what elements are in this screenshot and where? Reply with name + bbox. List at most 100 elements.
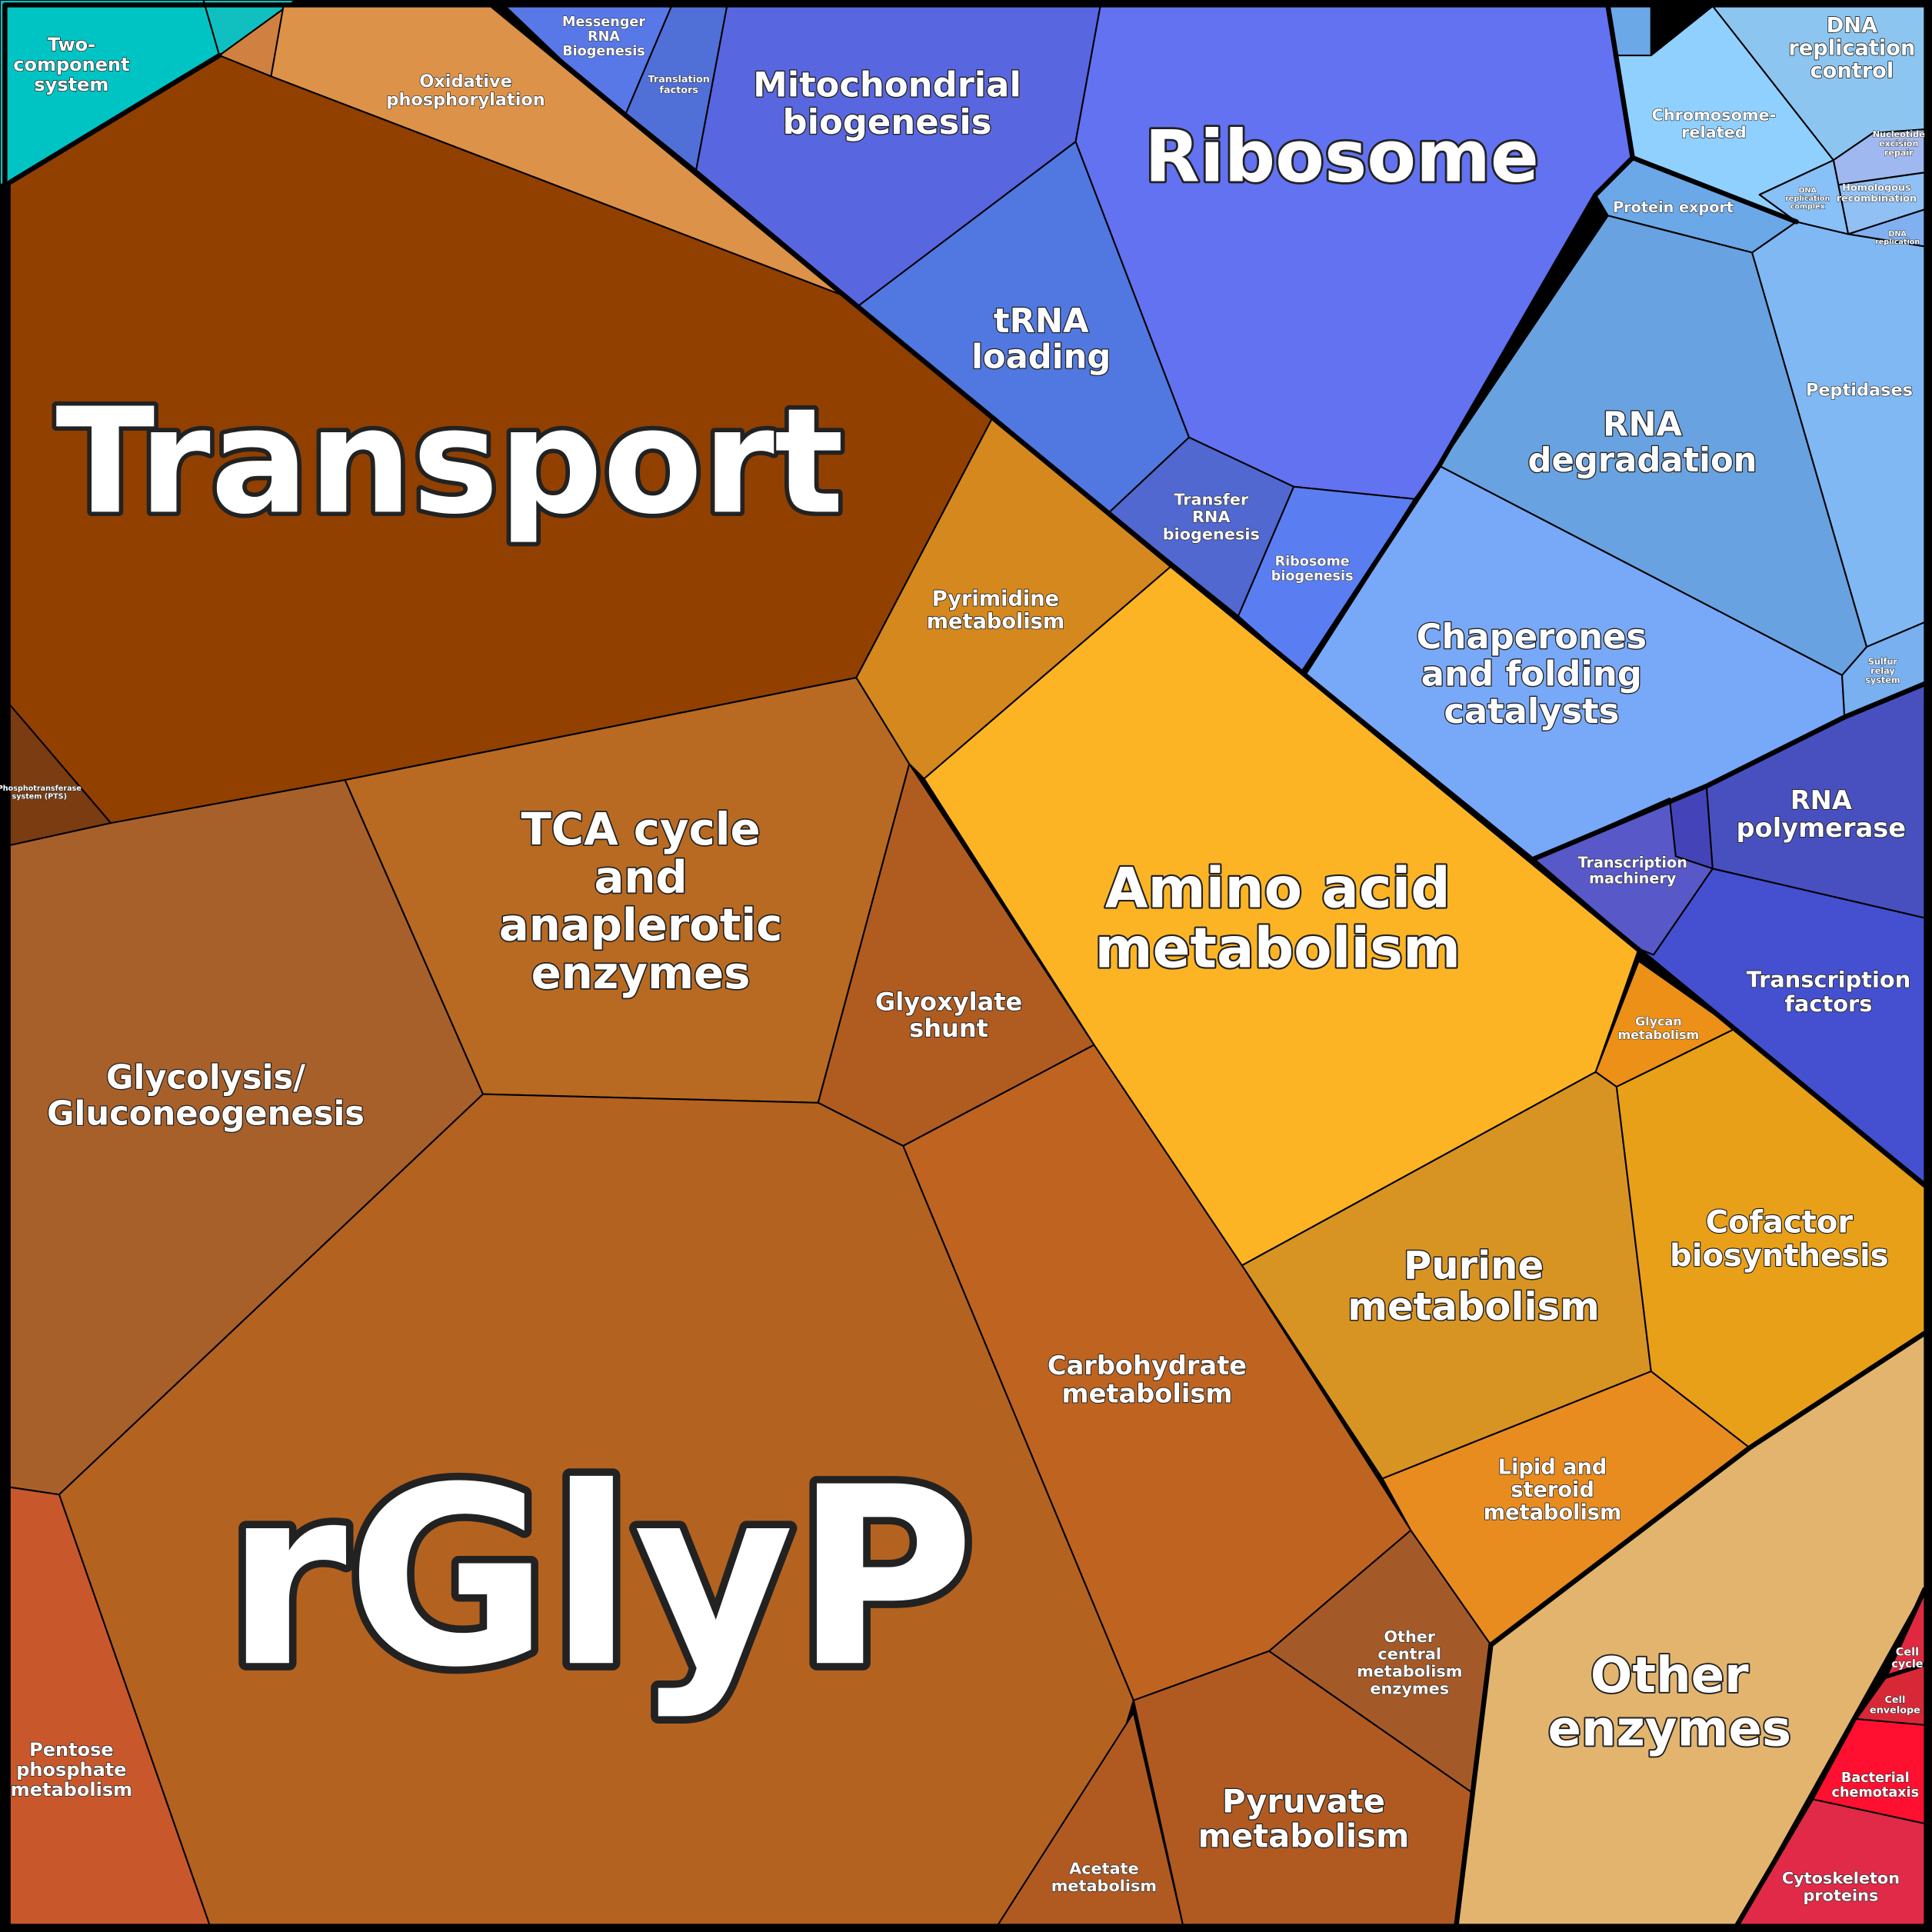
cell-label: cycle: [1891, 1658, 1923, 1671]
cell-label: metabolism: [11, 1779, 132, 1800]
cell-label: RNA: [1790, 785, 1852, 815]
cell-label: steroid: [1511, 1478, 1594, 1502]
cell-label: system (PTS): [12, 792, 67, 801]
cell-label: Carbohydrate: [1048, 1351, 1247, 1381]
cell-label: Pyrimidine: [932, 587, 1059, 611]
cluster-border: [1531, 681, 1927, 861]
cluster-border: [490, 3, 1927, 1188]
cell-label: Glycolysis/: [106, 1059, 305, 1098]
cell-label: anaplerotic: [499, 899, 783, 951]
cell-label: tRNA: [994, 302, 1089, 341]
cell-label: Ribosome: [1275, 555, 1350, 570]
cell-label: Peptidases: [1806, 380, 1913, 400]
cell-label: Two-: [48, 34, 95, 55]
cell-label: Ribosome: [1144, 115, 1539, 198]
cell-label: Cofactor: [1706, 1205, 1854, 1241]
cell-label: Transcription: [1747, 967, 1911, 993]
cluster-border: [1301, 3, 1635, 675]
cell-label: Glycan: [1635, 1014, 1682, 1029]
cell-label: repair: [1884, 148, 1914, 158]
cell-label: Gluconeogenesis: [47, 1094, 365, 1133]
cell-label: biogenesis: [1271, 569, 1354, 585]
cell-label: enzymes: [531, 947, 751, 999]
cell-label: chemotaxis: [1832, 1785, 1920, 1800]
cell-label: machinery: [1589, 870, 1677, 888]
cell-label: system: [1865, 675, 1900, 685]
cluster-border: [1630, 155, 1799, 225]
cell-label: factors: [659, 85, 698, 96]
cell-label: Transcription: [1577, 854, 1687, 871]
cell-label: degradation: [1528, 441, 1757, 480]
cell-label: DNA: [1827, 14, 1877, 38]
cell-label: Chromosome-: [1652, 106, 1777, 125]
cell-label: replication: [1788, 37, 1915, 61]
cell-label: metabolism: [1347, 1284, 1600, 1329]
cluster-border: [1454, 1331, 1927, 1927]
cell-label: replication: [1785, 195, 1830, 203]
cell-label: complex: [1790, 202, 1826, 211]
cell-label: Cell: [1896, 1647, 1919, 1659]
cell-label: RNA: [1192, 508, 1231, 526]
cell-label: DNA: [1888, 230, 1907, 238]
cluster-border: [7, 52, 222, 185]
cell-label: Pentose: [29, 1739, 114, 1760]
cell-label: Oxidative: [419, 72, 512, 92]
cell-label: proteins: [1804, 1887, 1879, 1905]
cell-label: RNA: [588, 29, 620, 45]
cell-label: Chaperones: [1417, 616, 1647, 657]
cell-label: Nucleotide: [1873, 129, 1925, 139]
cell-label: Amino acid: [1105, 856, 1451, 921]
cell-label: metabolism: [1357, 1662, 1462, 1681]
cell-label: excision: [1879, 138, 1919, 148]
cell-label: Transfer: [1174, 490, 1249, 508]
cell-label: Biogenesis: [562, 44, 645, 59]
cell-label: metabolism: [1198, 1817, 1410, 1854]
cell-label: Translation: [648, 74, 710, 85]
cell-label: Bacterial: [1841, 1770, 1910, 1786]
cell-label: phosphate: [16, 1759, 126, 1780]
cell-label: related: [1681, 123, 1747, 142]
cell-label: replication: [1875, 238, 1920, 246]
cell-label: polymerase: [1737, 813, 1907, 843]
cell-label: Other: [1384, 1627, 1436, 1646]
cell-label: biogenesis: [783, 102, 992, 142]
cell-label: biogenesis: [1163, 525, 1260, 543]
cell-label: Phosphotransferase: [0, 784, 82, 793]
cell-label: system: [34, 74, 108, 95]
cell-label: recombination: [1837, 193, 1917, 205]
cell-label: Sulfur: [1868, 657, 1898, 667]
cell-label: envelope: [1870, 1705, 1920, 1717]
cell-label: relay: [1870, 666, 1895, 676]
cell-label: TCA cycle: [521, 803, 760, 855]
cell-label: metabolism: [1095, 916, 1461, 981]
cell-label: phosphorylation: [386, 90, 545, 110]
cell-label: metabolism: [1618, 1028, 1700, 1042]
cell-label: Other: [1591, 1647, 1749, 1704]
cell-label: Messenger: [562, 15, 645, 30]
cell-label: enzymes: [1548, 1700, 1792, 1757]
cell-label: Mitochondrial: [753, 65, 1021, 105]
cell-label: metabolism: [927, 610, 1065, 634]
cell-label: Transport: [55, 377, 844, 546]
cell-label: Glyoxylate: [875, 987, 1022, 1016]
cell-label: Protein export: [1613, 198, 1734, 216]
cell-label: catalysts: [1444, 691, 1619, 731]
cell-label: metabolism: [1062, 1379, 1233, 1409]
cell-label: Cytoskeleton: [1782, 1869, 1900, 1887]
cell-label: Acetate: [1069, 1859, 1139, 1877]
cell-label: and folding: [1421, 654, 1642, 695]
cell-label: enzymes: [1370, 1679, 1449, 1697]
cell-label: loading: [971, 338, 1111, 377]
cell-label: component: [13, 54, 129, 75]
cell-label: Purine: [1404, 1243, 1544, 1287]
cell-label: metabolism: [1051, 1877, 1157, 1895]
cell-label: Homologous: [1842, 182, 1911, 194]
cell-label: RNA: [1603, 405, 1682, 444]
cluster-border: [1734, 1587, 1927, 1927]
cell-label: rGlyP: [225, 1434, 975, 1721]
cell-label: factors: [1784, 991, 1872, 1017]
